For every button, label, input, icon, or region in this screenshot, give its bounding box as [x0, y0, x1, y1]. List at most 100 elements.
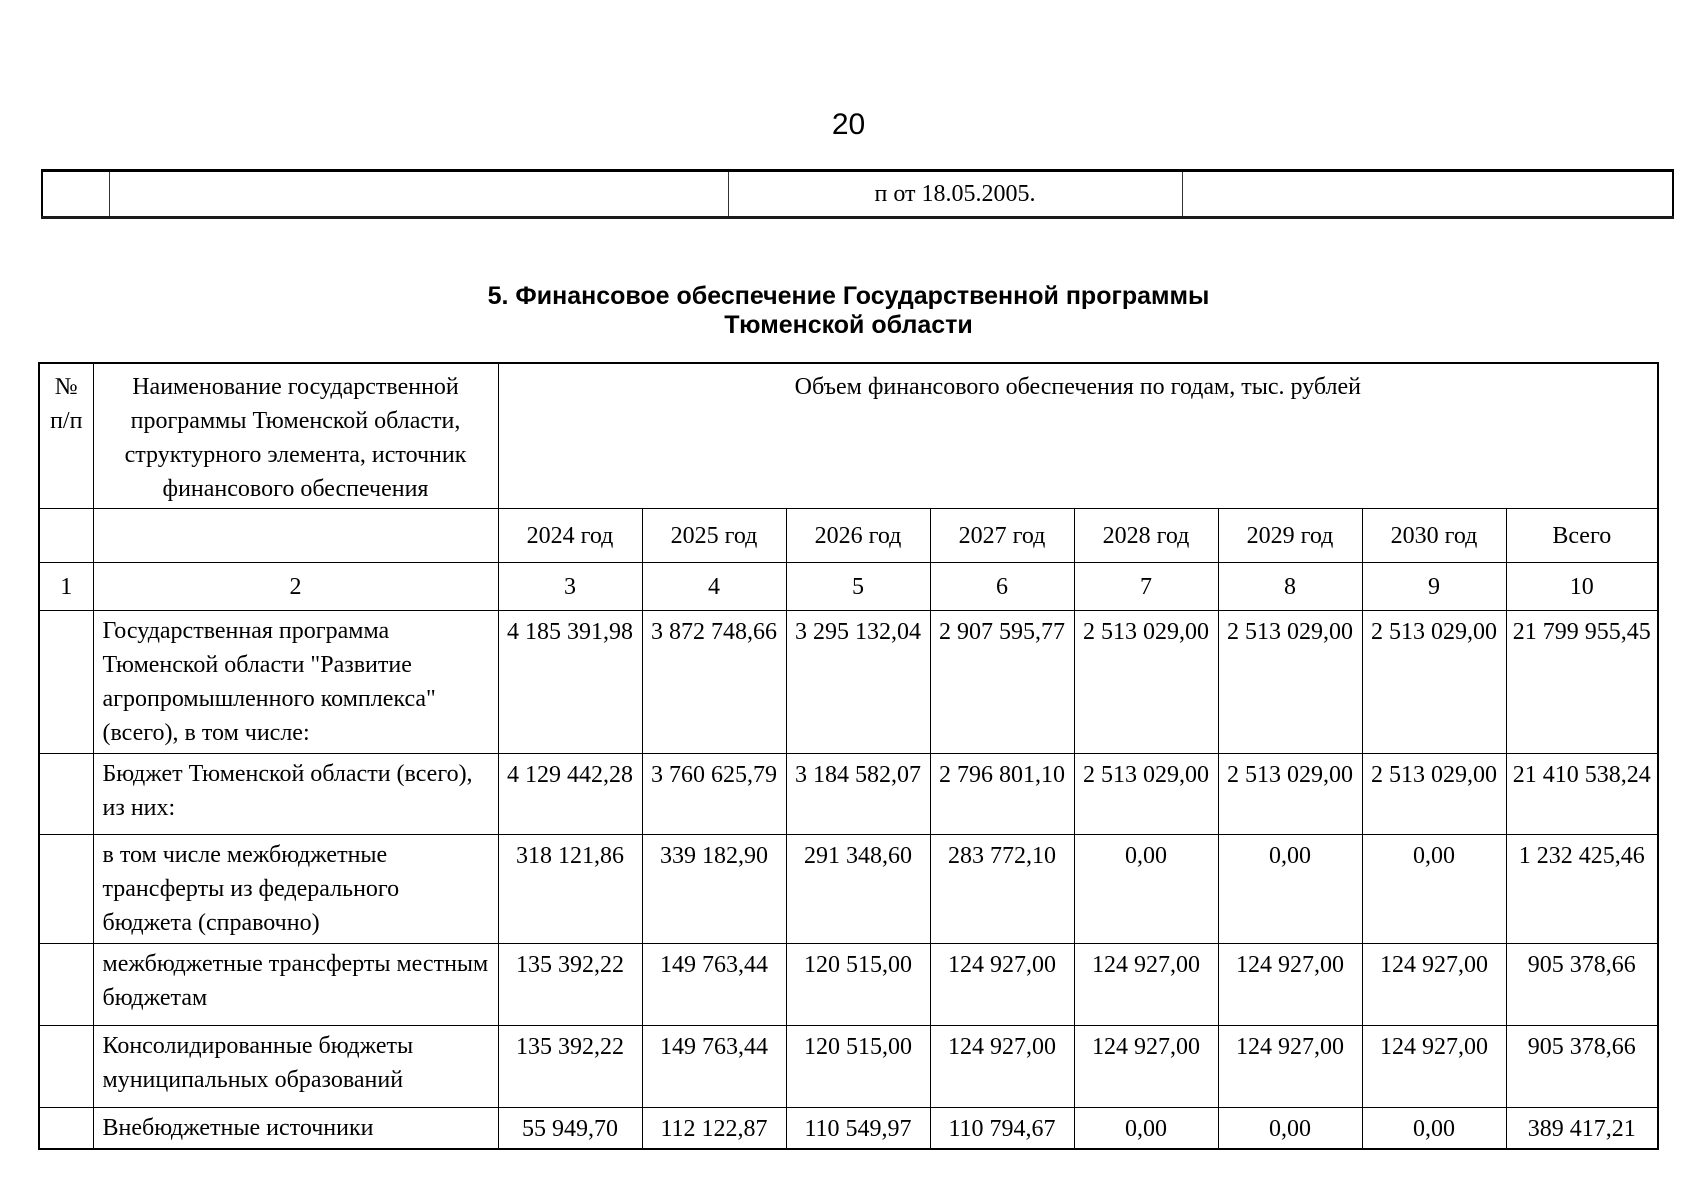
- continuation-table: п от 18.05.2005.: [41, 169, 1674, 219]
- row-label-cell: Бюджет Тюменской области (всего), из них…: [92, 753, 499, 835]
- row-number-cell: [38, 1107, 94, 1150]
- value-cell: 2 513 029,00: [1361, 753, 1507, 835]
- value-cell: 124 927,00: [1073, 943, 1219, 1026]
- value-cell: 0,00: [1361, 1107, 1507, 1150]
- value-cell: 112 122,87: [641, 1107, 787, 1150]
- row-number-cell: [38, 753, 94, 835]
- value-cell: 55 949,70: [497, 1107, 643, 1150]
- value-cell: 0,00: [1073, 834, 1219, 944]
- value-cell: 149 763,44: [641, 943, 787, 1026]
- header-row-main: № п/п Наименование государственной прогр…: [38, 362, 1660, 509]
- header-col-number: № п/п: [38, 362, 94, 509]
- row-label-cell: Государственная программа Тюменской обла…: [92, 610, 499, 754]
- table-row-federal-transfers: в том числе межбюджетные трансферты из ф…: [38, 834, 1660, 944]
- header-year-2025: 2025 год: [641, 508, 787, 563]
- row-number-cell: [38, 943, 94, 1026]
- value-cell: 124 927,00: [1073, 1025, 1219, 1108]
- header-year-total: Всего: [1505, 508, 1660, 563]
- table-row-oblast-budget: Бюджет Тюменской области (всего), из них…: [38, 753, 1660, 835]
- header-year-2029: 2029 год: [1217, 508, 1363, 563]
- value-cell: 0,00: [1217, 834, 1363, 944]
- value-cell: 2 907 595,77: [929, 610, 1075, 754]
- value-cell: 149 763,44: [641, 1025, 787, 1108]
- colnum-2: 2: [92, 562, 499, 611]
- value-cell: 1 232 425,46: [1505, 834, 1660, 944]
- value-cell: 2 513 029,00: [1217, 753, 1363, 835]
- value-cell: 0,00: [1217, 1107, 1363, 1150]
- value-cell: 318 121,86: [497, 834, 643, 944]
- value-cell: 4 185 391,98: [497, 610, 643, 754]
- row-label-cell: межбюджетные трансферты местным бюджетам: [92, 943, 499, 1026]
- value-cell: 283 772,10: [929, 834, 1075, 944]
- value-cell: 124 927,00: [1217, 943, 1363, 1026]
- row-number-cell: [38, 610, 94, 754]
- value-cell: 291 348,60: [785, 834, 931, 944]
- value-cell: 135 392,22: [497, 1025, 643, 1108]
- colnum-3: 3: [497, 562, 643, 611]
- value-cell: 3 184 582,07: [785, 753, 931, 835]
- value-cell: 0,00: [1361, 834, 1507, 944]
- continuation-cell-4: [1181, 169, 1674, 219]
- section-title-line-1: 5. Финансовое обеспечение Государственно…: [487, 282, 1210, 310]
- row-label-cell: Консолидированные бюджеты муниципальных …: [92, 1025, 499, 1108]
- value-cell: 2 513 029,00: [1361, 610, 1507, 754]
- continuation-row: п от 18.05.2005.: [41, 169, 1674, 219]
- value-cell: 124 927,00: [1217, 1025, 1363, 1108]
- header-year-2030: 2030 год: [1361, 508, 1507, 563]
- value-cell: 3 872 748,66: [641, 610, 787, 754]
- row-number-cell: [38, 834, 94, 944]
- colnum-6: 6: [929, 562, 1075, 611]
- table-row-extrabudgetary: Внебюджетные источники 55 949,70 112 122…: [38, 1107, 1660, 1150]
- row-label-cell: в том числе межбюджетные трансферты из ф…: [92, 834, 499, 944]
- header-row-years: 2024 год 2025 год 2026 год 2027 год 2028…: [38, 508, 1660, 563]
- value-cell: 905 378,66: [1505, 943, 1660, 1026]
- header-year-empty-1: [38, 508, 94, 563]
- colnum-7: 7: [1073, 562, 1219, 611]
- value-cell: 2 513 029,00: [1073, 610, 1219, 754]
- header-year-2028: 2028 год: [1073, 508, 1219, 563]
- value-cell: 339 182,90: [641, 834, 787, 944]
- value-cell: 124 927,00: [1361, 1025, 1507, 1108]
- header-year-2027: 2027 год: [929, 508, 1075, 563]
- value-cell: 905 378,66: [1505, 1025, 1660, 1108]
- header-col-volume: Объем финансового обеспечения по годам, …: [497, 362, 1660, 509]
- value-cell: 124 927,00: [929, 943, 1075, 1026]
- value-cell: 120 515,00: [785, 1025, 931, 1108]
- header-year-empty-2: [92, 508, 499, 563]
- section-title-line-2: Тюменской области: [724, 311, 973, 339]
- colnum-8: 8: [1217, 562, 1363, 611]
- section-title: 5. Финансовое обеспечение Государственно…: [0, 282, 1697, 340]
- value-cell: 120 515,00: [785, 943, 931, 1026]
- value-cell: 2 513 029,00: [1073, 753, 1219, 835]
- value-cell: 124 927,00: [1361, 943, 1507, 1026]
- value-cell: 0,00: [1073, 1107, 1219, 1150]
- header-row-numbers: 1 2 3 4 5 6 7 8 9 10: [38, 562, 1660, 611]
- colnum-5: 5: [785, 562, 931, 611]
- table-row-local-transfers: межбюджетные трансферты местным бюджетам…: [38, 943, 1660, 1026]
- value-cell: 124 927,00: [929, 1025, 1075, 1108]
- continuation-cell-2: [108, 169, 729, 219]
- table-row-consolidated-budgets: Консолидированные бюджеты муниципальных …: [38, 1025, 1660, 1108]
- value-cell: 135 392,22: [497, 943, 643, 1026]
- continuation-cell-1: [41, 169, 110, 219]
- value-cell: 3 295 132,04: [785, 610, 931, 754]
- value-cell: 4 129 442,28: [497, 753, 643, 835]
- continuation-note: п от 18.05.2005.: [727, 169, 1183, 219]
- value-cell: 2 513 029,00: [1217, 610, 1363, 754]
- finance-table: № п/п Наименование государственной прогр…: [38, 362, 1660, 1150]
- value-cell: 3 760 625,79: [641, 753, 787, 835]
- value-cell: 110 549,97: [785, 1107, 931, 1150]
- table-row-program-total: Государственная программа Тюменской обла…: [38, 610, 1660, 754]
- value-cell: 21 410 538,24: [1505, 753, 1660, 835]
- value-cell: 2 796 801,10: [929, 753, 1075, 835]
- value-cell: 21 799 955,45: [1505, 610, 1660, 754]
- header-year-2026: 2026 год: [785, 508, 931, 563]
- value-cell: 389 417,21: [1505, 1107, 1660, 1150]
- row-label-cell: Внебюджетные источники: [92, 1107, 499, 1150]
- page-number: 20: [831, 108, 866, 141]
- colnum-10: 10: [1505, 562, 1660, 611]
- colnum-9: 9: [1361, 562, 1507, 611]
- colnum-4: 4: [641, 562, 787, 611]
- value-cell: 110 794,67: [929, 1107, 1075, 1150]
- row-number-cell: [38, 1025, 94, 1108]
